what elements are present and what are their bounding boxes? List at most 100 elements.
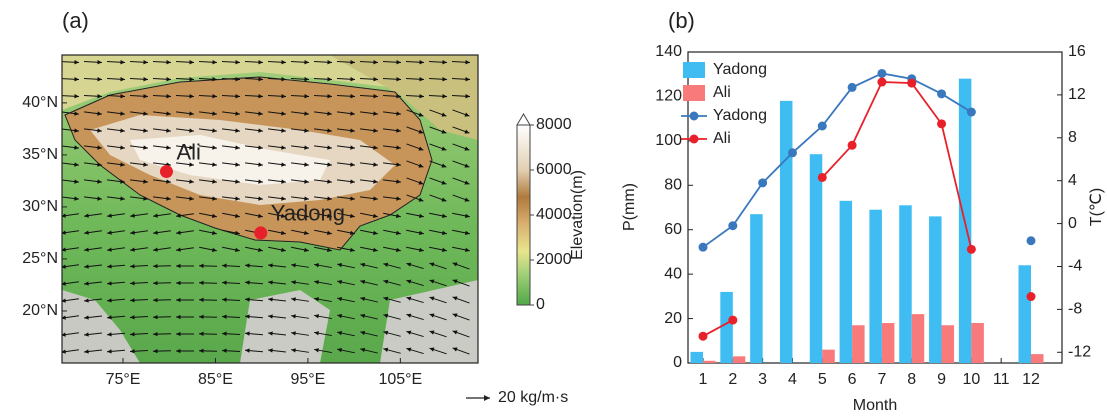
y2-tick-label: 4 bbox=[1068, 172, 1077, 189]
line-point bbox=[699, 332, 708, 341]
legend-label: Ali bbox=[713, 84, 731, 101]
bar bbox=[899, 205, 912, 363]
site-marker bbox=[160, 165, 173, 178]
x-tick-label: 6 bbox=[848, 371, 857, 388]
line-point bbox=[907, 79, 916, 88]
line-point bbox=[728, 316, 737, 325]
x-tick-label: 11 bbox=[993, 371, 1010, 388]
bar bbox=[840, 201, 853, 363]
bar bbox=[929, 216, 942, 363]
x-axis-label: Month bbox=[853, 397, 897, 414]
colorbar-tick-label: 8000 bbox=[536, 116, 572, 133]
y-tick-label: 0 bbox=[673, 354, 682, 371]
bar bbox=[822, 350, 835, 363]
y2-axis-label: T(℃) bbox=[1088, 188, 1105, 226]
colorbar-tick-label: 0 bbox=[536, 296, 545, 313]
legend-label: Ali bbox=[713, 130, 731, 147]
line-point bbox=[818, 121, 827, 130]
x-tick-label: 3 bbox=[758, 371, 767, 388]
bar bbox=[1031, 354, 1044, 363]
bar bbox=[780, 101, 793, 363]
bar bbox=[971, 323, 984, 363]
map bbox=[61, 55, 478, 363]
bar bbox=[733, 356, 746, 363]
y2-tick-label: -8 bbox=[1068, 301, 1082, 318]
line-point bbox=[967, 245, 976, 254]
x-tick-label: 8 bbox=[907, 371, 916, 388]
bar bbox=[691, 352, 704, 363]
line-point bbox=[758, 178, 767, 187]
y-tick-label: 60 bbox=[664, 221, 682, 238]
y-tick-label: 20 bbox=[664, 310, 682, 327]
bar bbox=[720, 292, 733, 363]
legend-swatch-point bbox=[690, 112, 699, 121]
line-point bbox=[1027, 236, 1036, 245]
legend-label: Yadong bbox=[713, 107, 767, 124]
x-tick-label: 10 bbox=[962, 371, 980, 388]
line-point bbox=[937, 119, 946, 128]
map-y-tick-label: 20°N bbox=[22, 302, 58, 319]
map-y-tick-label: 35°N bbox=[22, 146, 58, 163]
legend-swatch bbox=[683, 85, 705, 101]
y-tick-label: 100 bbox=[655, 132, 682, 149]
legend-swatch-point bbox=[690, 135, 699, 144]
x-tick-label: 2 bbox=[728, 371, 737, 388]
panel-label: (b) bbox=[668, 8, 695, 33]
y2-tick-label: 0 bbox=[1068, 215, 1077, 232]
colorbar-tick-label: 2000 bbox=[536, 251, 572, 268]
x-tick-label: 5 bbox=[818, 371, 827, 388]
line-point bbox=[967, 108, 976, 117]
map-y-tick-label: 40°N bbox=[22, 94, 58, 111]
bar bbox=[703, 361, 716, 363]
y2-tick-label: -12 bbox=[1068, 343, 1091, 360]
x-tick-label: 9 bbox=[937, 371, 946, 388]
map-x-tick-label: 105°E bbox=[378, 371, 422, 388]
y-tick-label: 120 bbox=[655, 88, 682, 105]
map-x-tick-label: 85°E bbox=[198, 371, 233, 388]
line-point bbox=[788, 148, 797, 157]
map-x-tick-label: 95°E bbox=[290, 371, 325, 388]
colorbar-tick-label: 4000 bbox=[536, 206, 572, 223]
bar bbox=[1019, 265, 1032, 363]
bar bbox=[750, 214, 763, 363]
line-point bbox=[937, 89, 946, 98]
bar bbox=[852, 325, 865, 363]
x-tick-label: 4 bbox=[788, 371, 797, 388]
line-point bbox=[848, 141, 857, 150]
bar bbox=[912, 314, 925, 363]
line-point bbox=[818, 173, 827, 182]
y2-tick-label: 16 bbox=[1068, 43, 1086, 60]
map-y-tick-label: 25°N bbox=[22, 250, 58, 267]
colorbar bbox=[517, 125, 530, 305]
y-axis-label: P(mm) bbox=[621, 183, 638, 231]
colorbar-tick-label: 6000 bbox=[536, 161, 572, 178]
bar bbox=[810, 154, 823, 363]
bar bbox=[869, 210, 882, 363]
site-label: Ali bbox=[176, 139, 200, 164]
y-tick-label: 80 bbox=[664, 177, 682, 194]
bar bbox=[942, 325, 955, 363]
x-tick-label: 1 bbox=[699, 371, 708, 388]
site-marker bbox=[254, 226, 267, 239]
line-point bbox=[877, 78, 886, 87]
vector-key-head bbox=[484, 395, 490, 401]
line-point bbox=[699, 243, 708, 252]
line-point bbox=[728, 221, 737, 230]
y-tick-label: 140 bbox=[655, 43, 682, 60]
y-tick-label: 40 bbox=[664, 265, 682, 282]
line-point bbox=[848, 83, 857, 92]
line-point bbox=[1027, 292, 1036, 301]
y2-tick-label: 12 bbox=[1068, 86, 1086, 103]
x-tick-label: 7 bbox=[877, 371, 886, 388]
site-label: Yadong bbox=[271, 201, 345, 226]
y2-tick-label: -4 bbox=[1068, 258, 1082, 275]
bar bbox=[882, 323, 895, 363]
colorbar-extend bbox=[517, 114, 530, 125]
x-tick-label: 12 bbox=[1022, 371, 1040, 388]
line-point bbox=[877, 69, 886, 78]
vector-key-label: 20 kg/m·s bbox=[498, 389, 568, 406]
legend-swatch bbox=[683, 62, 705, 78]
colorbar-label: Elevation(m) bbox=[569, 170, 586, 260]
